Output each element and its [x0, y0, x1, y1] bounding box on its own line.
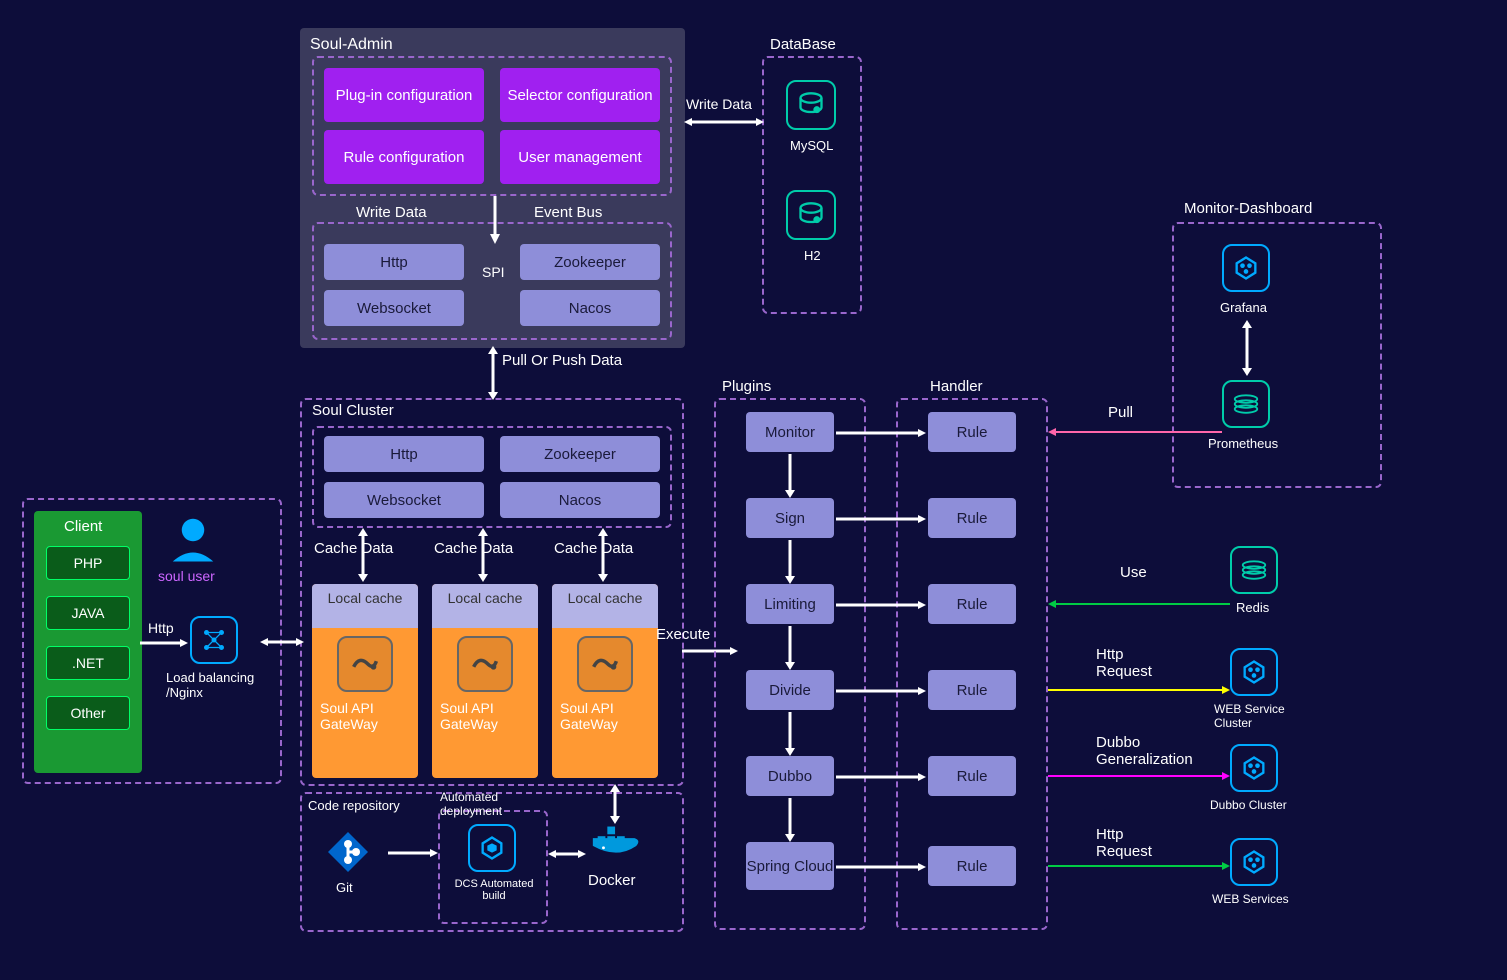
local-cache-2: Local cache	[432, 584, 538, 628]
grafana-icon	[1222, 244, 1270, 292]
rule-3: Rule	[928, 584, 1016, 624]
git-label: Git	[336, 880, 353, 895]
redis-icon	[1230, 546, 1278, 594]
load-balancing-icon	[190, 616, 238, 664]
http-req-1: Http Request	[1096, 646, 1176, 680]
web-services-icon	[1230, 838, 1278, 886]
handler-title: Handler	[930, 378, 983, 395]
grafana-label: Grafana	[1220, 300, 1267, 315]
monitor-dashboard-title: Monitor-Dashboard	[1184, 200, 1312, 217]
dcs-icon	[468, 824, 516, 872]
admin-nacos: Nacos	[520, 290, 660, 326]
soul-api-2: Soul API GateWay	[432, 696, 538, 736]
load-balancing-label: Load balancing /Nginx	[166, 670, 276, 700]
plugin-limiting: Limiting	[746, 584, 834, 624]
admin-http: Http	[324, 244, 464, 280]
docker-icon	[588, 820, 646, 864]
event-bus-label: Event Bus	[534, 204, 602, 221]
soul-cluster-title: Soul Cluster	[312, 402, 394, 419]
cache-data-3: Cache Data	[554, 540, 633, 557]
rule-4: Rule	[928, 670, 1016, 710]
pull-push-label: Pull Or Push Data	[502, 352, 622, 369]
web-cluster-icon	[1230, 648, 1278, 696]
plugins-title: Plugins	[722, 378, 771, 395]
java-btn: JAVA	[46, 596, 130, 630]
soul-user-label: soul user	[158, 568, 215, 584]
prometheus-label: Prometheus	[1208, 436, 1278, 451]
rule-2: Rule	[928, 498, 1016, 538]
write-data-arrow-label: Write Data	[686, 96, 752, 112]
auto-deploy-title: Automated deployment	[440, 790, 540, 818]
cache-data-2: Cache Data	[434, 540, 513, 557]
cache-data-1: Cache Data	[314, 540, 393, 557]
cluster-http: Http	[324, 436, 484, 472]
plugin-config: Plug-in configuration	[324, 68, 484, 122]
rule-6: Rule	[928, 846, 1016, 886]
gateway-2: Local cache Soul API GateWay	[432, 584, 538, 778]
pull-label: Pull	[1108, 404, 1133, 421]
selector-config: Selector configuration	[500, 68, 660, 122]
git-icon	[324, 828, 372, 876]
code-repo-title: Code repository	[308, 798, 400, 813]
dcs-label: DCS Automated build	[454, 878, 534, 902]
plugin-dubbo: Dubbo	[746, 756, 834, 796]
http-req-2: Http Request	[1096, 826, 1176, 860]
write-data-label: Write Data	[356, 204, 427, 221]
database-title: DataBase	[770, 36, 836, 53]
soul-api-1: Soul API GateWay	[312, 696, 418, 736]
rule-5: Rule	[928, 756, 1016, 796]
rule-1: Rule	[928, 412, 1016, 452]
soul-api-3: Soul API GateWay	[552, 696, 658, 736]
dubbo-gen-label: Dubbo Generalization	[1096, 734, 1216, 768]
local-cache-3: Local cache	[552, 584, 658, 628]
local-cache-1: Local cache	[312, 584, 418, 628]
docker-label: Docker	[588, 872, 636, 889]
cluster-websocket: Websocket	[324, 482, 484, 518]
mysql-icon	[786, 80, 836, 130]
dubbo-cluster-label: Dubbo Cluster	[1210, 798, 1287, 812]
execute-label: Execute	[656, 626, 710, 643]
rule-config: Rule configuration	[324, 130, 484, 184]
client-title: Client	[64, 518, 102, 535]
web-cluster-label: WEB Service Cluster	[1214, 702, 1304, 730]
gateway-1: Local cache Soul API GateWay	[312, 584, 418, 778]
h2-icon	[786, 190, 836, 240]
prometheus-icon	[1222, 380, 1270, 428]
soul-user-icon	[166, 512, 220, 566]
admin-websocket: Websocket	[324, 290, 464, 326]
use-label: Use	[1120, 564, 1147, 581]
cluster-zookeeper: Zookeeper	[500, 436, 660, 472]
user-mgmt: User management	[500, 130, 660, 184]
admin-zookeeper: Zookeeper	[520, 244, 660, 280]
gateway-3: Local cache Soul API GateWay	[552, 584, 658, 778]
dubbo-cluster-icon	[1230, 744, 1278, 792]
php-btn: PHP	[46, 546, 130, 580]
redis-label: Redis	[1236, 600, 1269, 615]
plugin-divide: Divide	[746, 670, 834, 710]
h2-label: H2	[804, 248, 821, 263]
plugin-monitor: Monitor	[746, 412, 834, 452]
mysql-label: MySQL	[790, 138, 833, 153]
cluster-nacos: Nacos	[500, 482, 660, 518]
spi-label: SPI	[482, 264, 505, 280]
plugin-sign: Sign	[746, 498, 834, 538]
dotnet-btn: .NET	[46, 646, 130, 680]
soul-admin-title: Soul-Admin	[310, 32, 393, 58]
http-client-label: Http	[148, 620, 174, 636]
web-services-label: WEB Services	[1212, 892, 1289, 906]
other-btn: Other	[46, 696, 130, 730]
plugin-spring: Spring Cloud	[746, 842, 834, 890]
